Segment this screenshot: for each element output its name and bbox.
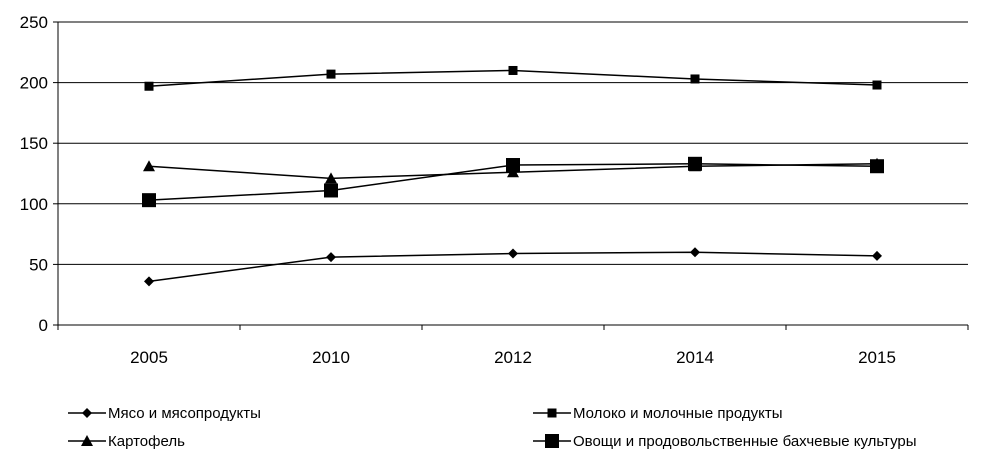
axes: 0 50 100 150 200 250 2005 2010 2012 2014 2015 [20,13,969,367]
data-point-series-2 [144,81,154,91]
data-point-series-1 [690,247,700,258]
x-tick-label: 2012 [494,348,532,367]
legend: Мясо и мясопродукты Молоко и молочные про… [68,405,917,450]
y-tick-label: 50 [29,255,48,274]
data-point-series-1 [872,250,882,261]
legend-marker-3 [81,435,93,446]
data-point-series-3 [325,172,337,184]
legend-label-3: Картофель [108,433,185,450]
data-point-series-4 [870,159,884,174]
legend-marker-2 [547,408,557,418]
y-tick-label: 0 [39,316,48,335]
x-tick-label: 2010 [312,348,350,367]
legend-label-1: Мясо и мясопродукты [108,405,261,422]
gridlines [58,21,968,265]
data-point-series-1 [326,252,336,263]
x-tick-label: 2005 [130,348,168,367]
x-tick-label: 2014 [676,348,714,367]
data-point-series-2 [872,80,882,90]
data-point-series-4 [324,183,338,198]
legend-marker-4 [545,434,559,448]
data-point-series-4 [506,158,520,173]
data-point-series-2 [690,74,700,84]
data-point-series-2 [326,69,336,79]
series-markers [142,65,884,287]
data-point-series-1 [144,276,154,287]
legend-label-2: Молоко и молочные продукты [573,405,783,422]
legend-label-4: Овощи и продовольственные бахчевые культ… [573,433,917,450]
y-tick-label: 150 [20,134,48,153]
data-point-series-4 [142,193,156,208]
data-point-series-4 [688,156,702,171]
x-tick-label: 2015 [858,348,896,367]
data-point-series-2 [508,65,518,75]
data-point-series-3 [143,160,155,172]
data-point-series-1 [508,248,518,259]
y-tick-label: 250 [20,13,48,32]
legend-marker-1 [82,408,92,418]
y-tick-label: 200 [20,74,48,93]
y-tick-label: 100 [20,195,48,214]
